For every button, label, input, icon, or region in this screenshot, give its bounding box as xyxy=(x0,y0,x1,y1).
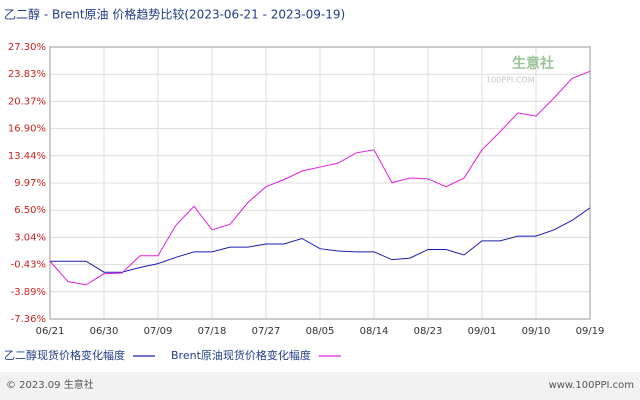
x-tick-label: 07/27 xyxy=(252,326,281,337)
plot-frame xyxy=(49,46,591,320)
watermark-sub: 100PPI.COM xyxy=(486,76,535,85)
x-tick-label: 08/05 xyxy=(306,326,335,337)
x-tick-label: 09/19 xyxy=(576,326,605,337)
x-tick-label: 09/10 xyxy=(522,326,551,337)
y-tick-label: 6.50% xyxy=(14,205,46,216)
series-line xyxy=(50,207,591,273)
y-tick-label: 3.04% xyxy=(14,232,46,243)
y-tick-label: 13.44% xyxy=(8,151,46,162)
legend-label: 乙二醇现货价格变化幅度 xyxy=(4,348,125,362)
y-tick-label: 20.37% xyxy=(8,96,46,107)
x-tick-label: 08/14 xyxy=(360,326,389,337)
y-tick-label: -7.36% xyxy=(11,314,46,325)
watermark: 生意社 xyxy=(512,55,554,72)
y-tick-label: 27.30% xyxy=(8,42,46,53)
x-tick-label: 08/23 xyxy=(414,326,443,337)
y-tick-label: 23.83% xyxy=(8,69,46,80)
x-tick-label: 07/09 xyxy=(144,326,173,337)
footer-band xyxy=(0,372,640,400)
y-tick-label: 16.90% xyxy=(8,124,46,135)
x-tick-label: 09/01 xyxy=(468,326,497,337)
chart-title: 乙二醇 - Brent原油 价格趋势比较(2023-06-21 - 2023-0… xyxy=(4,7,345,22)
footer-right: www.100PPI.com xyxy=(549,380,634,391)
x-tick-label: 06/21 xyxy=(36,326,65,337)
series-line xyxy=(49,70,591,286)
x-tick-label: 07/18 xyxy=(198,326,227,337)
x-tick-label: 06/30 xyxy=(90,326,119,337)
legend-label: Brent原油现货价格变化幅度 xyxy=(171,348,311,362)
footer-left: © 2023.09 生意社 xyxy=(6,378,94,391)
y-tick-label: 9.97% xyxy=(14,178,46,189)
y-tick-label: -3.89% xyxy=(11,287,46,298)
y-tick-label: -0.43% xyxy=(11,260,46,271)
